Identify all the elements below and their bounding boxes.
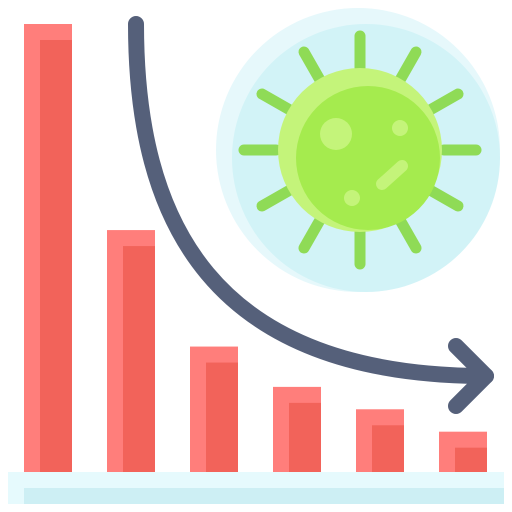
- virus-spikes: [238, 30, 482, 270]
- bar-shade: [123, 246, 155, 472]
- virus-spot: [344, 190, 360, 206]
- virus-spike: [424, 88, 464, 116]
- virus-icon: [216, 8, 500, 292]
- baseline-bottom: [24, 488, 504, 504]
- virus-spike: [298, 46, 326, 86]
- virus-spike: [394, 46, 422, 86]
- bar-shade: [289, 402, 321, 472]
- virus-spike: [298, 214, 326, 254]
- virus-spike: [256, 184, 296, 212]
- virus-spot: [320, 118, 352, 150]
- arrow-curve: [128, 16, 494, 384]
- bar-shade: [40, 40, 72, 472]
- virus-spike: [424, 184, 464, 212]
- virus-body-shade: [296, 86, 440, 230]
- arrow-head: [448, 338, 494, 414]
- virus-spot: [392, 120, 408, 136]
- virus-spike: [256, 88, 296, 116]
- downward-arrow-icon: [128, 16, 494, 414]
- bar-shade: [455, 447, 487, 472]
- bar-shade: [206, 362, 238, 472]
- virus-spike: [394, 214, 422, 254]
- chart-baseline: [8, 472, 504, 504]
- bar-chart: [24, 24, 487, 472]
- virus-spot-streak: [376, 160, 408, 190]
- bar-shade: [372, 425, 404, 472]
